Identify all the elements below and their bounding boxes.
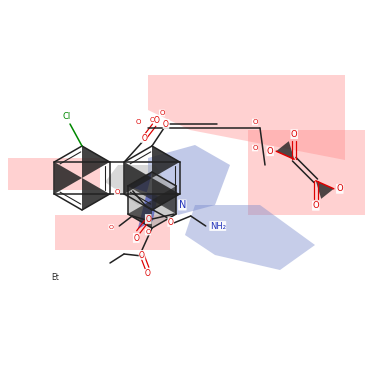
Polygon shape bbox=[185, 205, 315, 270]
Text: O: O bbox=[336, 184, 343, 193]
Polygon shape bbox=[152, 186, 176, 214]
Text: O: O bbox=[168, 218, 174, 226]
Polygon shape bbox=[148, 75, 345, 160]
Polygon shape bbox=[128, 172, 152, 200]
Text: NH₂: NH₂ bbox=[210, 222, 226, 231]
Polygon shape bbox=[276, 141, 294, 159]
Text: O: O bbox=[149, 117, 155, 123]
Text: O: O bbox=[109, 225, 114, 229]
Text: O: O bbox=[145, 229, 151, 235]
Text: O: O bbox=[153, 115, 159, 124]
Text: O: O bbox=[267, 147, 273, 156]
Polygon shape bbox=[54, 162, 82, 194]
Text: O: O bbox=[145, 269, 151, 279]
Polygon shape bbox=[105, 165, 172, 205]
Text: O: O bbox=[252, 119, 258, 125]
Text: Et: Et bbox=[51, 273, 59, 283]
Text: O: O bbox=[291, 130, 297, 139]
Polygon shape bbox=[316, 181, 334, 199]
Text: O: O bbox=[145, 215, 151, 223]
Text: O: O bbox=[159, 110, 165, 116]
Polygon shape bbox=[152, 178, 180, 210]
Text: O: O bbox=[133, 233, 139, 242]
Polygon shape bbox=[248, 130, 365, 215]
Text: O: O bbox=[114, 189, 120, 195]
Polygon shape bbox=[152, 146, 180, 178]
Polygon shape bbox=[55, 215, 170, 250]
Polygon shape bbox=[82, 146, 110, 178]
Polygon shape bbox=[8, 158, 100, 190]
Polygon shape bbox=[148, 145, 230, 215]
Polygon shape bbox=[124, 162, 152, 194]
Text: N: N bbox=[179, 200, 186, 210]
Text: O: O bbox=[139, 250, 145, 259]
Text: Cl: Cl bbox=[63, 111, 71, 121]
Polygon shape bbox=[82, 178, 110, 210]
Polygon shape bbox=[128, 172, 176, 228]
Text: O: O bbox=[141, 134, 147, 142]
Text: O: O bbox=[313, 201, 319, 210]
Text: O: O bbox=[252, 145, 258, 151]
Polygon shape bbox=[128, 200, 152, 228]
Text: O: O bbox=[163, 120, 169, 128]
Polygon shape bbox=[128, 172, 158, 229]
Text: O: O bbox=[135, 119, 141, 125]
